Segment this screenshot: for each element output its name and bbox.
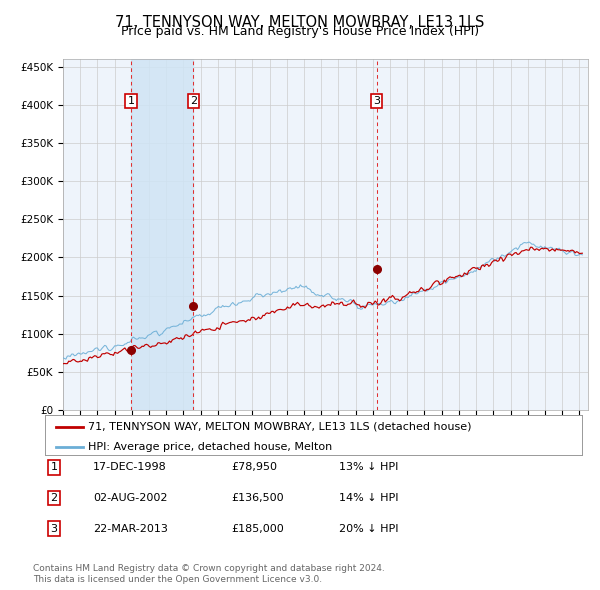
Text: 17-DEC-1998: 17-DEC-1998 (93, 463, 167, 472)
Text: Price paid vs. HM Land Registry's House Price Index (HPI): Price paid vs. HM Land Registry's House … (121, 25, 479, 38)
Text: This data is licensed under the Open Government Licence v3.0.: This data is licensed under the Open Gov… (33, 575, 322, 584)
Text: 71, TENNYSON WAY, MELTON MOWBRAY, LE13 1LS (detached house): 71, TENNYSON WAY, MELTON MOWBRAY, LE13 1… (88, 422, 472, 432)
Text: 20% ↓ HPI: 20% ↓ HPI (339, 524, 398, 533)
Bar (131, 59, 193, 410)
Text: 13% ↓ HPI: 13% ↓ HPI (339, 463, 398, 472)
Text: £136,500: £136,500 (231, 493, 284, 503)
Text: 02-AUG-2002: 02-AUG-2002 (93, 493, 167, 503)
Text: 2: 2 (190, 96, 197, 106)
Text: 14% ↓ HPI: 14% ↓ HPI (339, 493, 398, 503)
Text: 22-MAR-2013: 22-MAR-2013 (93, 524, 168, 533)
Text: 3: 3 (50, 524, 58, 533)
Text: £185,000: £185,000 (231, 524, 284, 533)
Text: 3: 3 (373, 96, 380, 106)
Text: HPI: Average price, detached house, Melton: HPI: Average price, detached house, Melt… (88, 442, 332, 452)
Text: Contains HM Land Registry data © Crown copyright and database right 2024.: Contains HM Land Registry data © Crown c… (33, 565, 385, 573)
Text: 2: 2 (50, 493, 58, 503)
Text: 1: 1 (50, 463, 58, 472)
Text: 1: 1 (128, 96, 134, 106)
Text: 71, TENNYSON WAY, MELTON MOWBRAY, LE13 1LS: 71, TENNYSON WAY, MELTON MOWBRAY, LE13 1… (115, 15, 485, 30)
Text: £78,950: £78,950 (231, 463, 277, 472)
